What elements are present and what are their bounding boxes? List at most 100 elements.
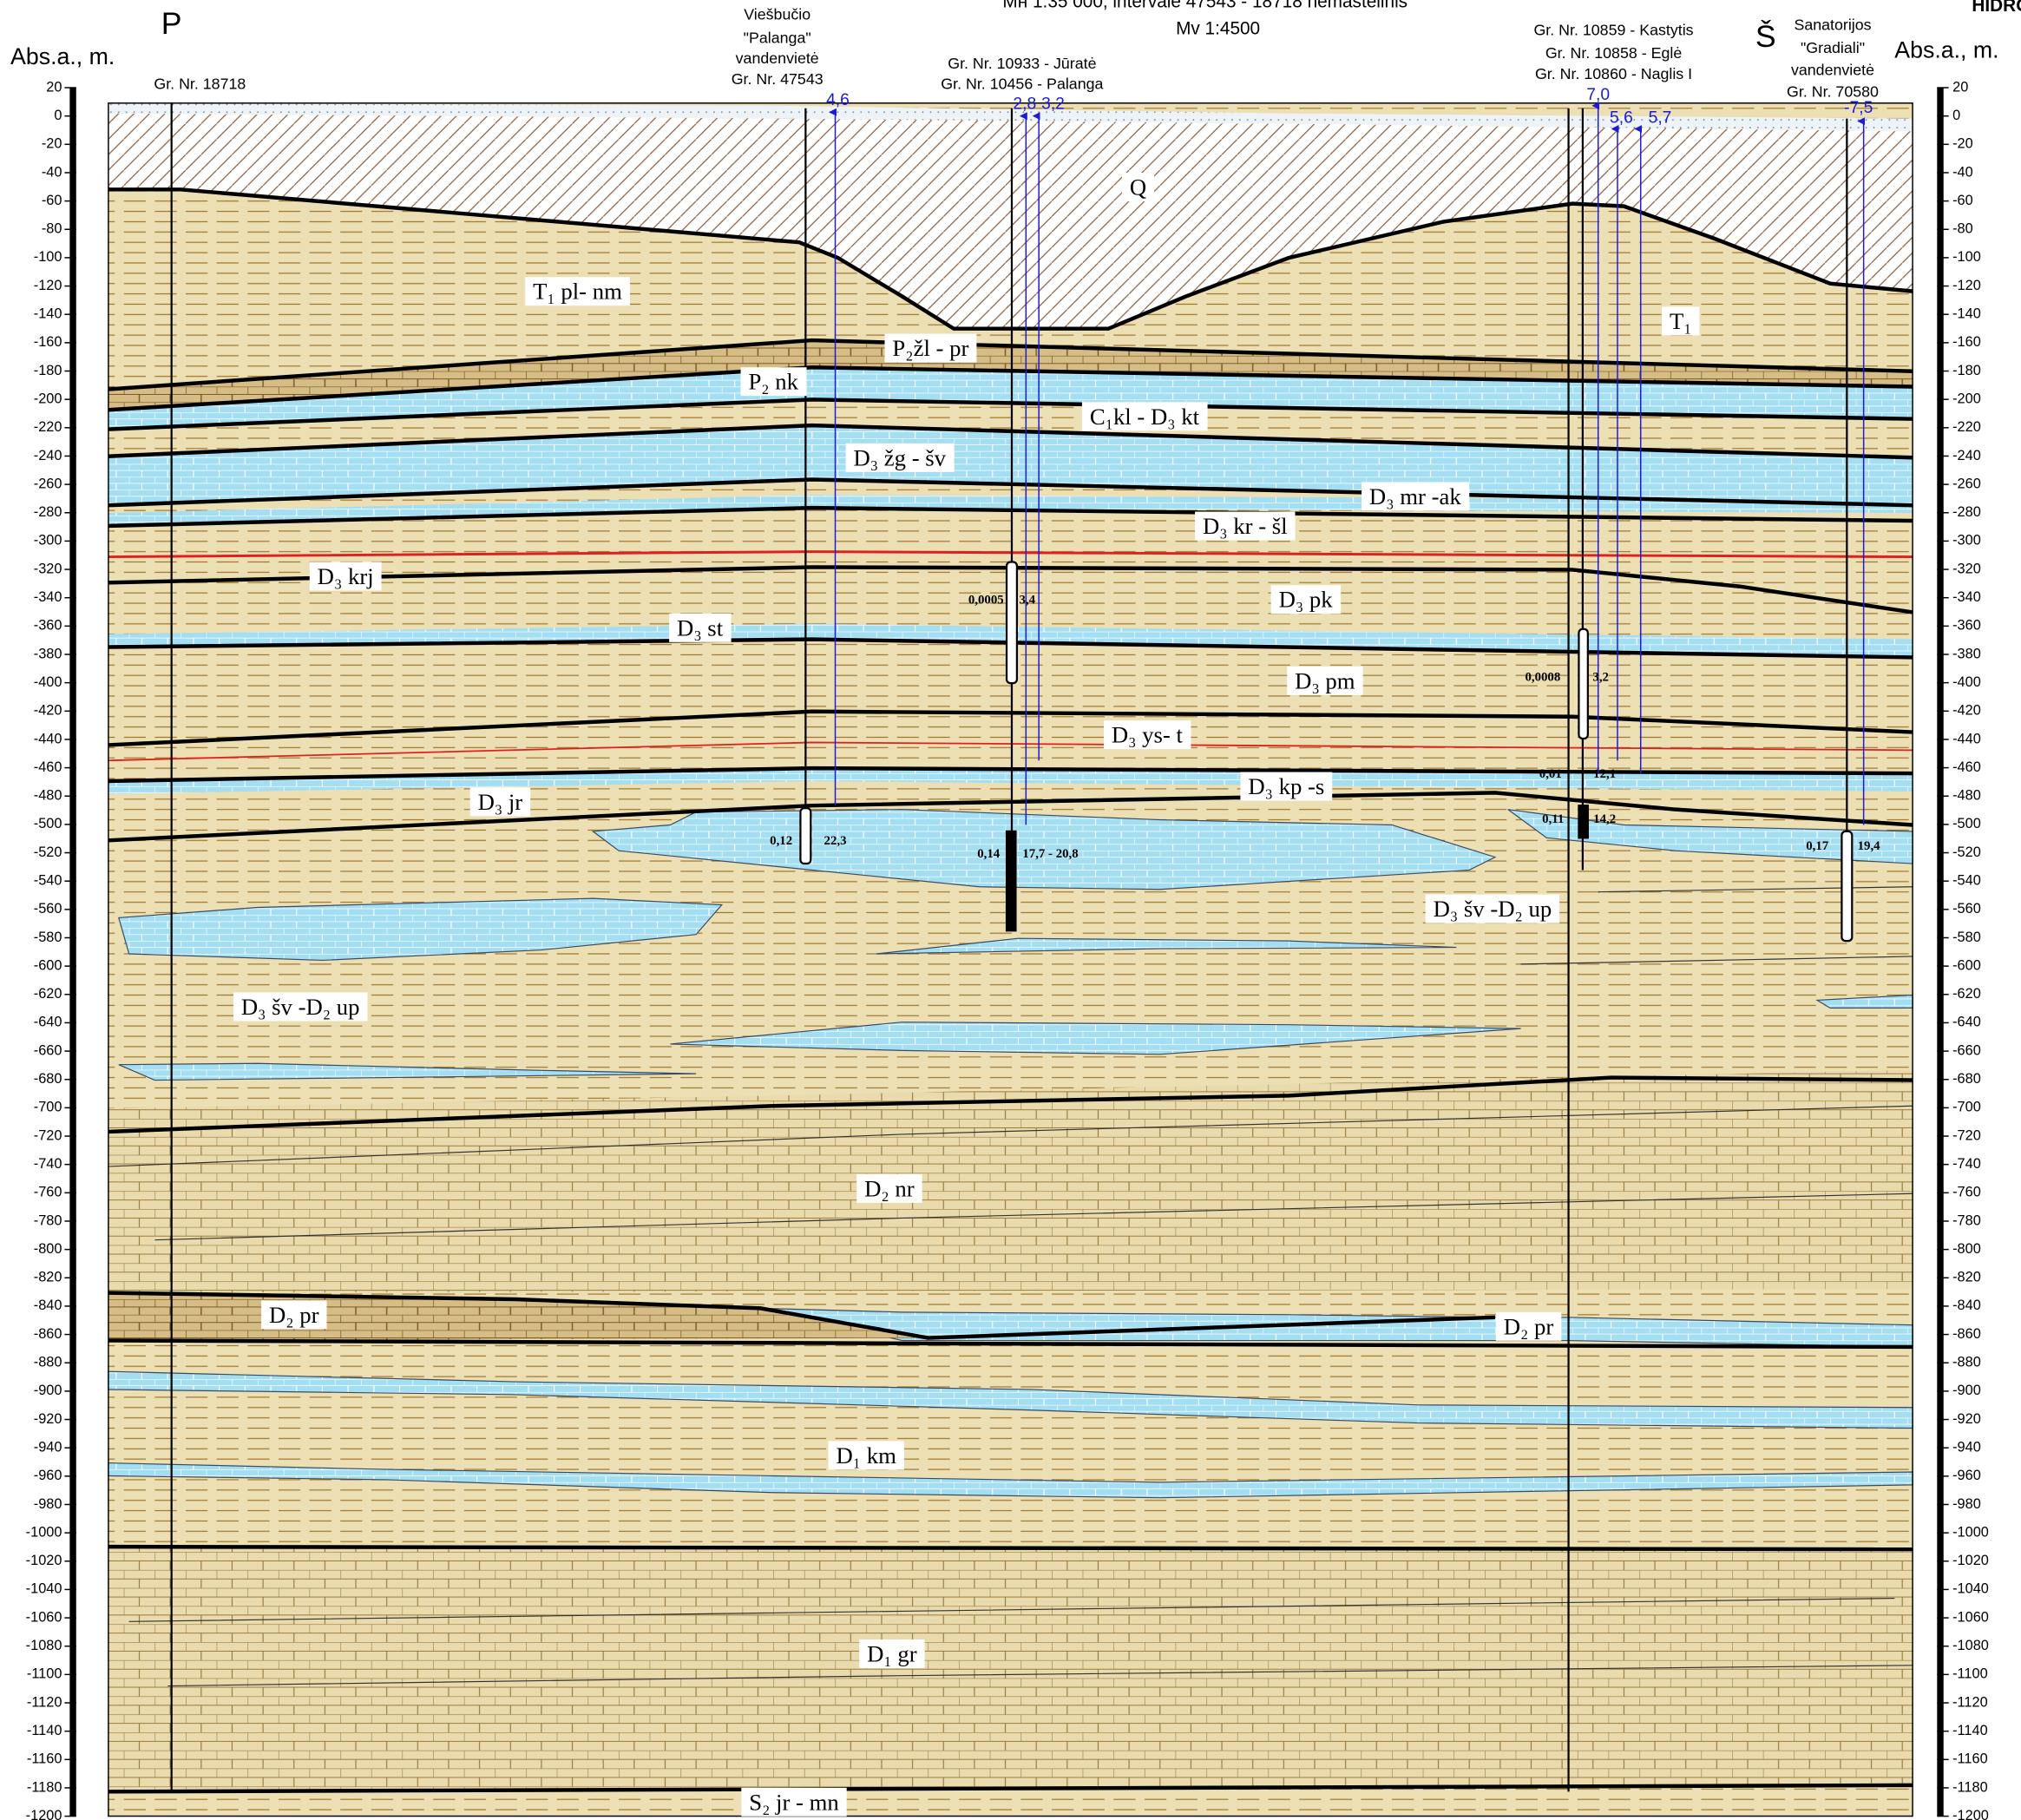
measurement: 0,12 [770,834,792,848]
y-tick-label: -80 [1952,221,1973,237]
water-level: 3,2 [1041,95,1065,113]
layer-label-group: D₃ jr [470,787,531,816]
y-tick-label: -900 [1952,1383,1981,1398]
y-tick-label: -1140 [1952,1723,1988,1738]
y-tick-label: -840 [34,1298,62,1313]
layer-label-group: D₂ pr [261,1300,326,1329]
y-tick-label: -320 [1952,561,1981,576]
layer-label: D₃ kp -s [1248,773,1324,799]
y-tick-label: -600 [1952,957,1981,973]
y-tick-label: -960 [1952,1468,1981,1483]
y-tick-label: -200 [1952,391,1981,406]
y-tick-label: -100 [34,249,62,265]
y-tick-label: -300 [1952,533,1981,549]
y-tick-label: -660 [1952,1042,1981,1058]
y-tick-label: -40 [42,164,62,180]
y-tick-label: -960 [34,1468,62,1483]
y-tick-label: 0 [54,108,62,123]
well-label: Gr. Nr. 10456 - Palanga [941,76,1103,93]
y-tick-label: -1040 [26,1581,62,1597]
well-label: Gr. Nr. 47543 [732,70,823,88]
y-tick-label: -900 [34,1383,62,1398]
measurement: 3,4 [1020,593,1036,607]
y-tick-label: -60 [1952,193,1973,208]
y-tick-label: -380 [1952,646,1981,661]
y-tick-label: -520 [1952,844,1981,860]
y-tick-label: -460 [34,759,62,775]
y-tick-label: -1160 [1952,1751,1988,1767]
water-level: -7,5 [1844,99,1873,117]
y-tick-label: -400 [1952,674,1981,690]
y-tick-label: -720 [1952,1127,1981,1143]
y-tick-label: -580 [34,930,62,945]
layer-label: D₃ mr -ak [1369,483,1461,509]
cross-section: P Š Mн 1:35 000, intervale 47543 - 18718… [0,0,2021,1820]
y-tick-label: -1180 [27,1779,62,1795]
side-label: P [161,6,182,41]
layer-label: D₂ pr [269,1302,319,1328]
y-tick-label: -80 [42,221,62,237]
y-tick-label: -220 [1952,419,1981,435]
y-tick-label: -480 [34,788,62,804]
layer-label-group: T₁ pl- nm [525,277,630,306]
measurement: 0,11 [1542,812,1564,826]
y-tick-label: -620 [34,986,62,1002]
y-tick-label: -1080 [1952,1638,1989,1653]
y-tick-label: -780 [34,1212,62,1228]
y-tick-label: -320 [34,561,62,576]
layer-label-group: D₃ st [669,614,732,642]
y-tick-label: -1000 [1952,1524,1989,1540]
y-tick-label: -260 [1952,476,1981,491]
y-tick-label: -180 [34,363,62,378]
layer-label: D₃ krj [318,563,374,589]
measurement: 3,2 [1592,671,1609,685]
layer-label: D₁ km [836,1442,896,1468]
layer-label: D₃ šv -D₂ up [241,994,360,1020]
water-level: 5,7 [1649,109,1672,128]
y-tick-label: -760 [1952,1185,1981,1200]
measurement: 0,0005 [968,593,1004,607]
well-screen [1841,831,1852,941]
layer-label-group: D₁ km [829,1441,904,1469]
measurement: 0,0008 [1525,671,1560,685]
left-scale-bar [69,88,75,1817]
y-tick-label: -140 [34,306,62,322]
layer-label: D₃ ys- t [1112,722,1184,748]
layer-label: P₂ nk [748,369,798,395]
y-tick-label: -840 [1952,1298,1981,1313]
layer-label-group: D₃ šv -D₂ up [233,993,367,1022]
measurement: 0,17 [1806,839,1829,853]
y-tick-label: -560 [1952,901,1981,917]
y-tick-label: -20 [1952,136,1973,152]
layer-label-group: D₃ mr -ak [1362,482,1469,510]
layer-label-group: D₂ pr [1496,1312,1561,1341]
y-tick-label: -680 [1952,1071,1981,1087]
y-tick-label: -420 [1952,703,1981,719]
y-tick-label: -620 [1952,986,1981,1002]
measurement: 22,3 [824,834,847,848]
y-tick-label: -460 [1952,759,1981,775]
layer-label: P₂žl - pr [892,335,968,361]
y-tick-label: -60 [42,193,62,208]
y-tick-label: -860 [1952,1326,1981,1342]
water-level: 4,6 [826,91,850,109]
layer-label-group: D₃ pm [1287,667,1362,695]
y-tick-label: -440 [34,731,62,746]
y-tick-label: -380 [34,646,62,661]
y-tick-label: -780 [1952,1212,1981,1228]
layer-label: D₃ jr [478,789,523,815]
y-tick-label: 20 [1952,79,1968,95]
y-tick-label: -480 [1952,788,1981,804]
y-tick-label: -640 [1952,1015,1981,1030]
layer-label: S₂ jr - mn [749,1789,839,1815]
y-tick-label: -300 [34,533,62,549]
y-tick-label: -240 [34,448,62,463]
layer-label-group: Q [1122,173,1154,201]
y-tick-label: -680 [34,1071,62,1087]
y-tick-label: -1080 [26,1638,62,1653]
y-tick-label: -400 [34,674,62,690]
y-tick-label: -720 [34,1127,62,1143]
y-tick-label: -1200 [26,1808,62,1820]
y-tick-label: -240 [1952,448,1981,463]
strata [108,103,1913,1817]
